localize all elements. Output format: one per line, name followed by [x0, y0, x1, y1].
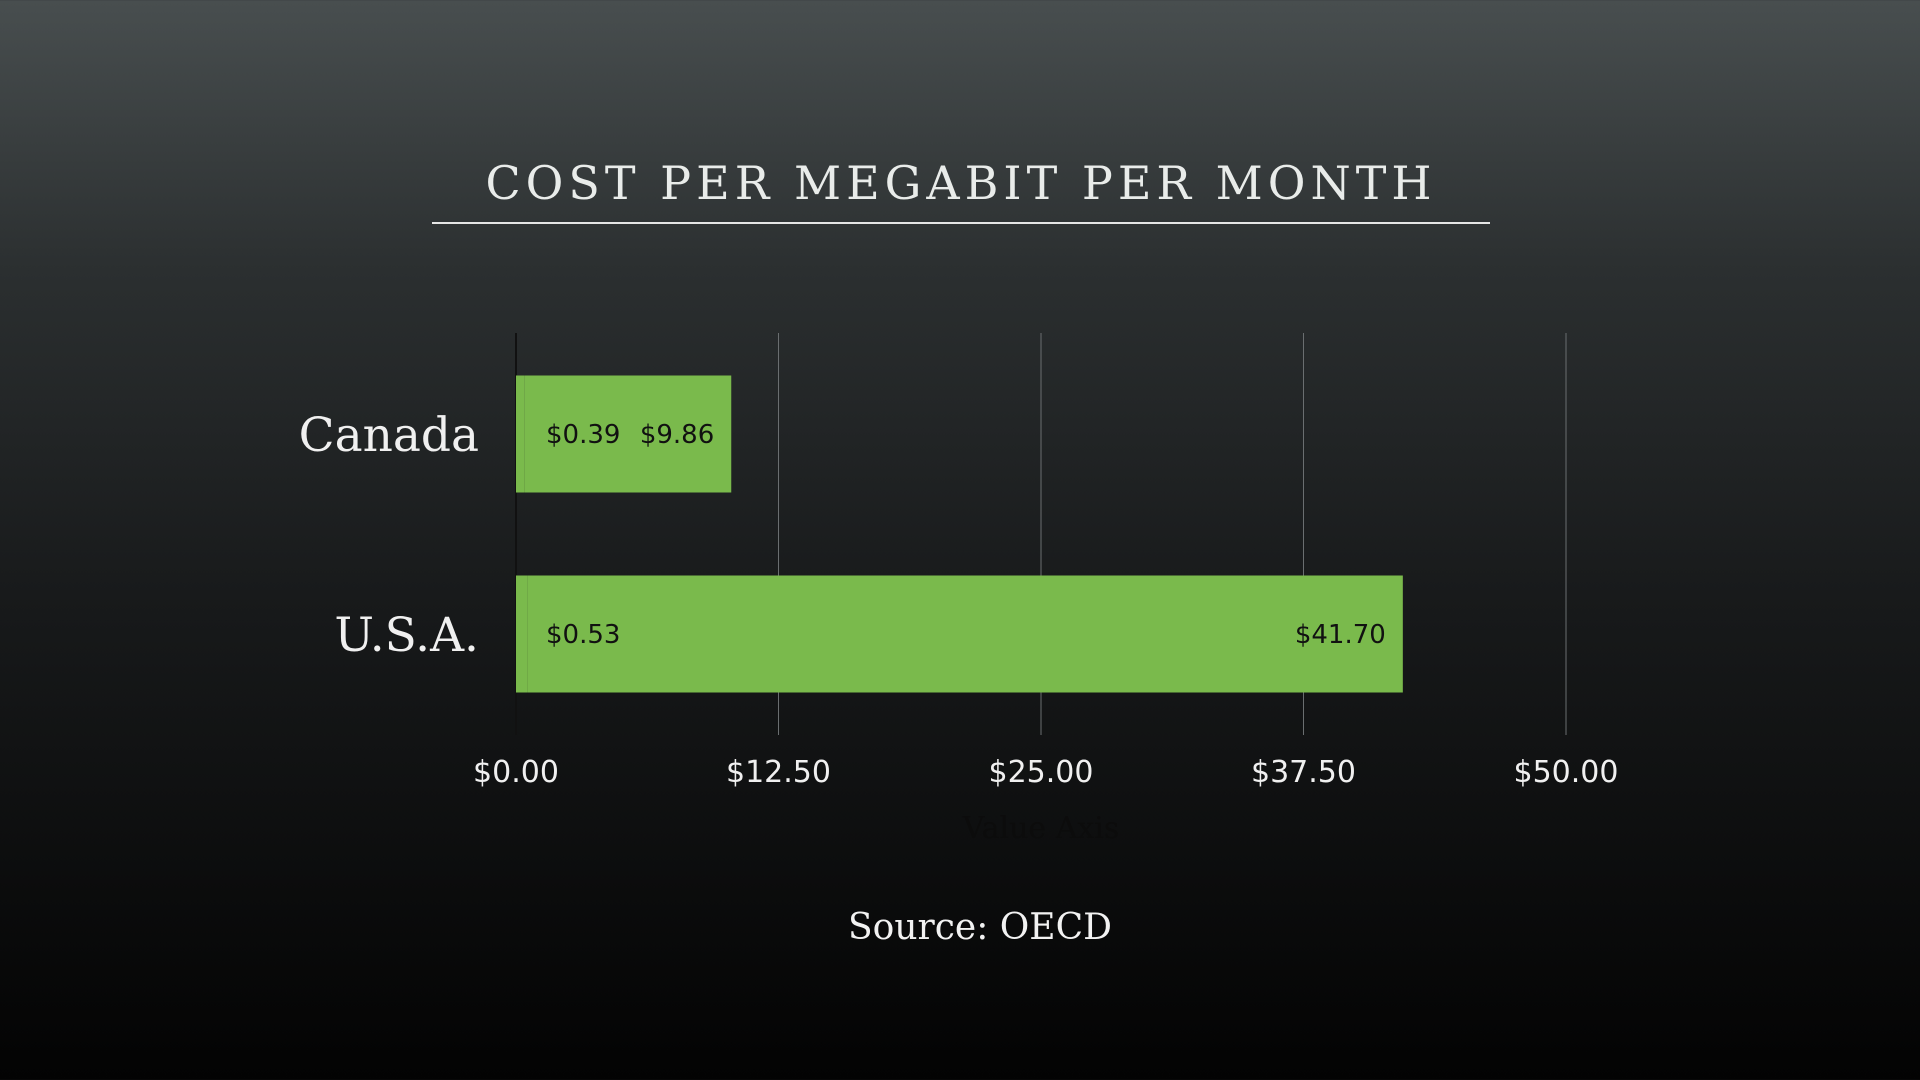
data-label: $0.53: [546, 620, 620, 650]
category-labels: Canada U.S.A.: [299, 408, 479, 663]
data-label: $0.39: [546, 420, 620, 450]
bar-segment: [516, 375, 525, 493]
category-label: Canada: [299, 408, 479, 463]
slide-title: COST PER MEGABIT PER MONTH: [485, 156, 1437, 210]
data-label: $41.70: [1295, 620, 1386, 650]
bar-segment: [524, 375, 732, 493]
tick-labels: $0.00 $12.50 $25.00 $37.50 $50.00: [473, 755, 1618, 790]
tick-label: $0.00: [473, 755, 559, 790]
bar-segment: [527, 575, 1403, 693]
bar-segment: [516, 575, 528, 693]
tick-label: $25.00: [989, 755, 1094, 790]
tick-label: $50.00: [1514, 755, 1619, 790]
data-label: $9.86: [640, 420, 714, 450]
category-label: U.S.A.: [334, 608, 479, 663]
bars: [516, 375, 1403, 693]
x-axis-title: Value Axis: [962, 811, 1120, 846]
title-underline: [432, 222, 1490, 224]
tick-label: $12.50: [726, 755, 831, 790]
data-labels: $0.39 $9.86 $0.53 $41.70: [546, 420, 1386, 650]
source-note: Source: OECD: [848, 907, 1112, 948]
tick-label: $37.50: [1251, 755, 1356, 790]
